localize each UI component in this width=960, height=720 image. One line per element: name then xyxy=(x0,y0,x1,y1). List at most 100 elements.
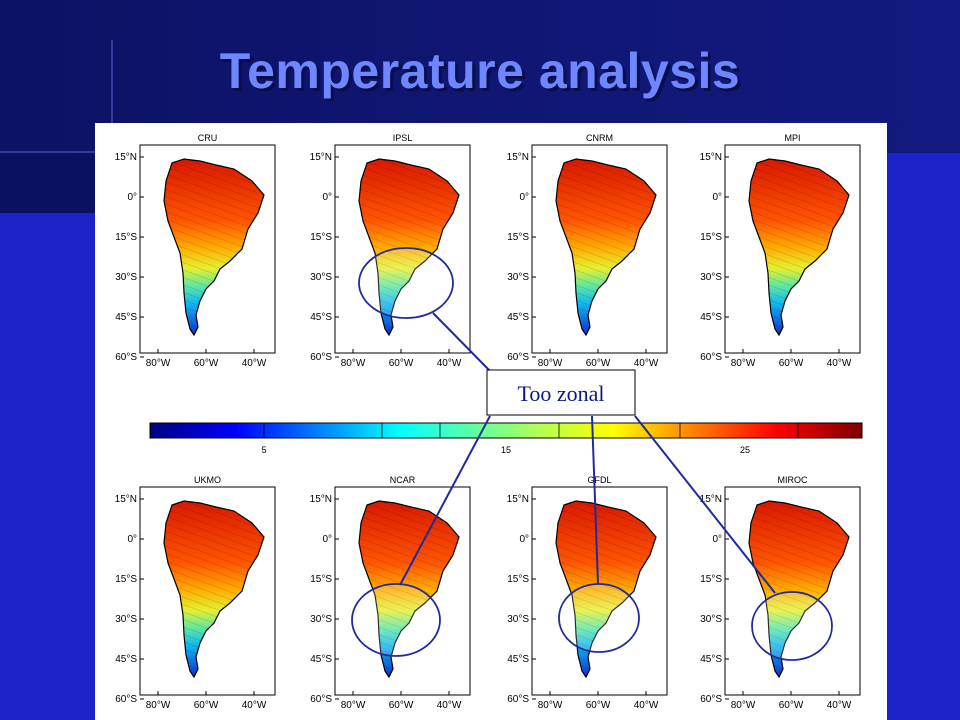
colorbar: 5 15 25 xyxy=(149,422,863,455)
lat-tick-label: 0° xyxy=(712,534,722,545)
lon-tick-label: 80°W xyxy=(538,700,563,711)
slide-title: Temperature analysis xyxy=(219,43,741,99)
lat-tick-label: 15°N xyxy=(310,494,332,505)
lon-tick-label: 60°W xyxy=(194,358,219,369)
map-panel-mpi: MPI 15°N 0° 15°S 30°S 45°S 60°S 80°W 60°W 40°W xyxy=(700,133,861,369)
lat-tick-label: 45°S xyxy=(700,312,722,323)
map-panel-ncar: NCAR 15°N 0° 15°S 30°S 45°S 60°S 80°W 60°W 40°W xyxy=(310,475,471,711)
panel-title: GFDL xyxy=(587,475,611,485)
panel-title: CNRM xyxy=(586,133,613,143)
lat-tick-label: 15°S xyxy=(507,232,529,243)
lat-tick-label: 45°S xyxy=(310,654,332,665)
lat-tick-label: 60°S xyxy=(700,352,722,363)
lat-tick-label: 15°S xyxy=(507,574,529,585)
lat-tick-label: 45°S xyxy=(507,654,529,665)
colorbar-strip xyxy=(149,422,863,439)
lat-tick-label: 30°S xyxy=(507,272,529,283)
callout-text: Too zonal xyxy=(517,381,604,406)
panel-title: IPSL xyxy=(393,133,413,143)
lat-tick-label: 45°S xyxy=(507,312,529,323)
lon-tick-label: 80°W xyxy=(731,358,756,369)
lat-tick-label: 45°S xyxy=(700,654,722,665)
map-panel-cru: CRU 15°N 0° 15°S 30°S 45°S 60°S 80°W 60°W 40°W xyxy=(115,133,276,369)
lat-tick-label: 15°N xyxy=(700,494,722,505)
lon-tick-label: 60°W xyxy=(779,700,804,711)
lon-tick-label: 40°W xyxy=(242,700,267,711)
map-panel-ukmo: UKMO 15°N 0° 15°S 30°S 45°S 60°S 80°W 60°W 40°W xyxy=(115,475,276,711)
lon-tick-label: 40°W xyxy=(634,358,659,369)
lon-tick-label: 80°W xyxy=(146,358,171,369)
lat-tick-label: 0° xyxy=(322,534,332,545)
lat-tick-label: 30°S xyxy=(700,614,722,625)
callout-connector xyxy=(399,415,491,586)
lat-tick-label: 0° xyxy=(127,534,137,545)
panel-title: MPI xyxy=(784,133,800,143)
highlight-ellipse xyxy=(751,591,833,661)
lon-tick-label: 40°W xyxy=(242,358,267,369)
model-comparison-figure: CRU 15°N 0° 15°S 30°S 45°S 60°S 80°W 60°W 40°W IPS… xyxy=(95,123,887,720)
lat-tick-label: 0° xyxy=(519,192,529,203)
lat-tick-label: 15°S xyxy=(700,232,722,243)
lon-tick-label: 60°W xyxy=(586,700,611,711)
lon-tick-label: 40°W xyxy=(437,700,462,711)
map-panel-cnrm: CNRM 15°N 0° 15°S 30°S 45°S 60°S 80°W 60°W 40°W xyxy=(507,133,668,369)
lat-tick-label: 60°S xyxy=(507,694,529,705)
lat-tick-label: 15°N xyxy=(507,152,529,163)
map-panel-gfdl: GFDL 15°N 0° 15°S 30°S 45°S 60°S 80°W 60°W 40°W xyxy=(507,475,668,711)
colorbar-tick-label: 25 xyxy=(740,445,750,455)
highlight-ellipse xyxy=(358,247,454,319)
lat-tick-label: 45°S xyxy=(310,312,332,323)
highlight-ellipse xyxy=(351,583,441,657)
lat-tick-label: 30°S xyxy=(115,272,137,283)
lon-tick-label: 60°W xyxy=(194,700,219,711)
lat-tick-label: 15°N xyxy=(310,152,332,163)
lat-tick-label: 15°S xyxy=(115,574,137,585)
map-panels: CRU 15°N 0° 15°S 30°S 45°S 60°S 80°W 60°W 40°W IPS… xyxy=(115,133,861,711)
lat-tick-label: 60°S xyxy=(310,352,332,363)
lat-tick-label: 0° xyxy=(712,192,722,203)
lon-tick-label: 60°W xyxy=(389,358,414,369)
lon-tick-label: 40°W xyxy=(827,700,852,711)
lon-tick-label: 40°W xyxy=(437,358,462,369)
lat-tick-label: 60°S xyxy=(115,352,137,363)
lon-tick-label: 60°W xyxy=(779,358,804,369)
callout-box xyxy=(486,369,636,416)
lon-tick-label: 80°W xyxy=(731,700,756,711)
lat-tick-label: 15°N xyxy=(507,494,529,505)
lat-tick-label: 15°S xyxy=(310,574,332,585)
callout-annotation: Too zonal xyxy=(351,247,833,661)
lat-tick-label: 0° xyxy=(127,192,137,203)
lat-tick-label: 60°S xyxy=(507,352,529,363)
lat-tick-label: 30°S xyxy=(507,614,529,625)
lat-tick-label: 30°S xyxy=(310,614,332,625)
panel-title: MIROC xyxy=(778,475,808,485)
lat-tick-label: 30°S xyxy=(115,614,137,625)
highlight-ellipse xyxy=(558,583,640,653)
lat-tick-label: 15°S xyxy=(310,232,332,243)
lat-tick-label: 45°S xyxy=(115,312,137,323)
lat-tick-label: 15°N xyxy=(700,152,722,163)
callout-connector xyxy=(591,415,599,585)
lon-tick-label: 60°W xyxy=(586,358,611,369)
lon-tick-label: 60°W xyxy=(389,700,414,711)
callout-connector xyxy=(634,415,776,594)
panel-title: NCAR xyxy=(390,475,416,485)
lat-tick-label: 60°S xyxy=(310,694,332,705)
lon-tick-label: 80°W xyxy=(146,700,171,711)
lon-tick-label: 80°W xyxy=(341,700,366,711)
lat-tick-label: 15°S xyxy=(115,232,137,243)
lat-tick-label: 30°S xyxy=(310,272,332,283)
lon-tick-label: 80°W xyxy=(538,358,563,369)
colorbar-tick-label: 5 xyxy=(261,445,266,455)
lat-tick-label: 0° xyxy=(519,534,529,545)
lat-tick-label: 15°N xyxy=(115,494,137,505)
callout-connector xyxy=(432,312,491,372)
panel-title: CRU xyxy=(198,133,218,143)
lat-tick-label: 0° xyxy=(322,192,332,203)
lat-tick-label: 60°S xyxy=(700,694,722,705)
lat-tick-label: 30°S xyxy=(700,272,722,283)
lat-tick-label: 45°S xyxy=(115,654,137,665)
colorbar-tick-label: 15 xyxy=(501,445,511,455)
lon-tick-label: 40°W xyxy=(634,700,659,711)
lat-tick-label: 60°S xyxy=(115,694,137,705)
